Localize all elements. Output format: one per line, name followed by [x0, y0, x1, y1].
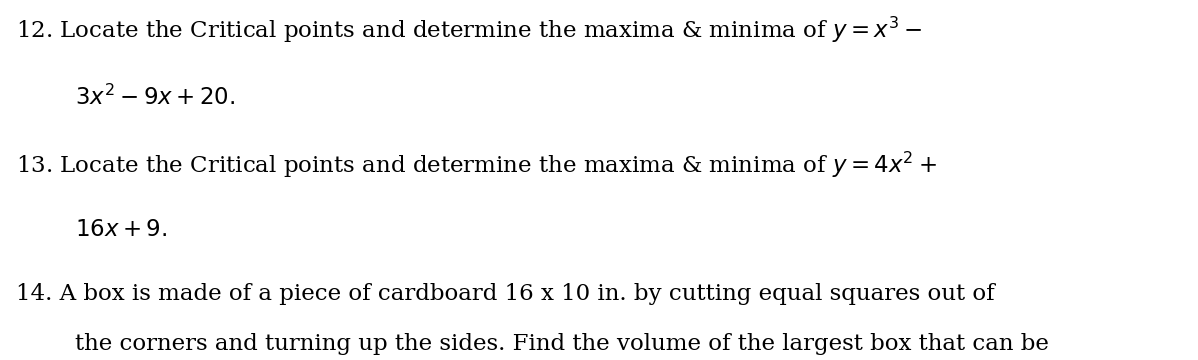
Text: $3x^2 - 9x + 20.$: $3x^2 - 9x + 20.$	[75, 85, 236, 110]
Text: 12. Locate the Critical points and determine the maxima & minima of $y = x^3 -$: 12. Locate the Critical points and deter…	[16, 15, 922, 45]
Text: 14. A box is made of a piece of cardboard 16 x 10 in. by cutting equal squares o: 14. A box is made of a piece of cardboar…	[16, 283, 994, 305]
Text: $16x + 9.$: $16x + 9.$	[75, 219, 168, 241]
Text: the corners and turning up the sides. Find the volume of the largest box that ca: the corners and turning up the sides. Fi…	[75, 333, 1049, 355]
Text: 13. Locate the Critical points and determine the maxima & minima of $y = 4x^2 +$: 13. Locate the Critical points and deter…	[16, 149, 937, 180]
